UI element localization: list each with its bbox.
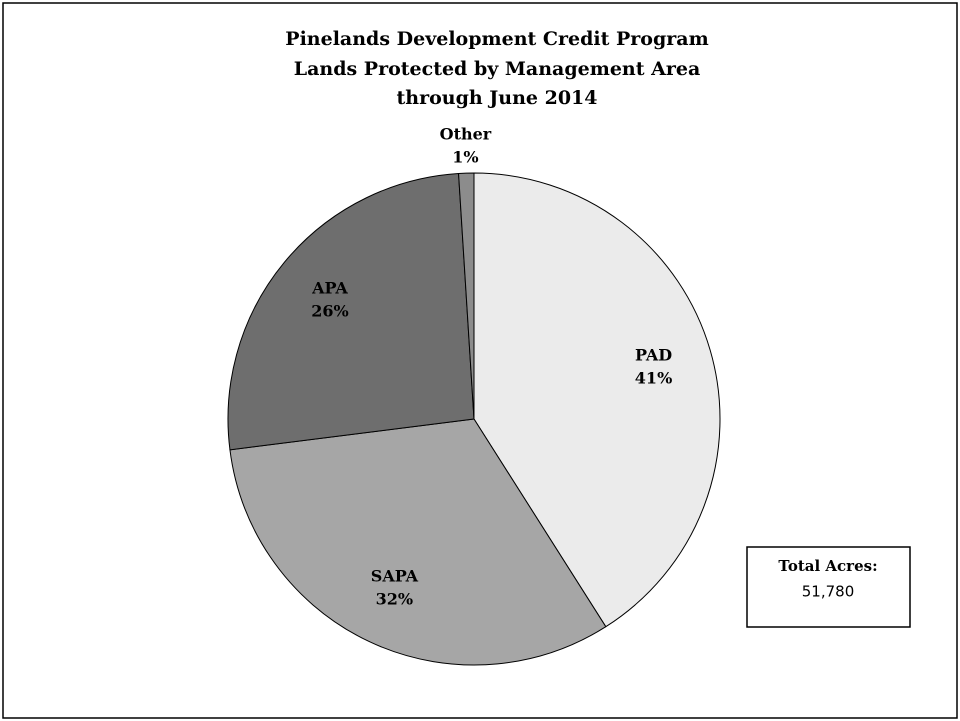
- chart-title: Lands Protected by Management Area: [294, 58, 701, 80]
- pie-slice: [227, 172, 475, 451]
- pie-slice: [458, 172, 475, 420]
- slice-label: SAPA: [371, 567, 419, 586]
- chart-title: through June 2014: [396, 87, 597, 109]
- chart-title: Pinelands Development Credit Program: [285, 28, 708, 50]
- pie-slice: [473, 172, 721, 628]
- pie-slice: [229, 418, 607, 666]
- annotation-box: [746, 546, 911, 628]
- slice-value-label: 32%: [376, 590, 413, 609]
- slice-value-label: 41%: [635, 368, 672, 387]
- annotation-value: 51,780: [802, 583, 855, 601]
- slice-label: Other: [440, 125, 492, 144]
- slice-label: APA: [311, 278, 348, 297]
- annotation-label: Total Acres:: [778, 557, 877, 575]
- slice-label: PAD: [635, 345, 672, 364]
- slice-value-label: 1%: [452, 148, 478, 167]
- slice-value-label: 26%: [311, 301, 348, 320]
